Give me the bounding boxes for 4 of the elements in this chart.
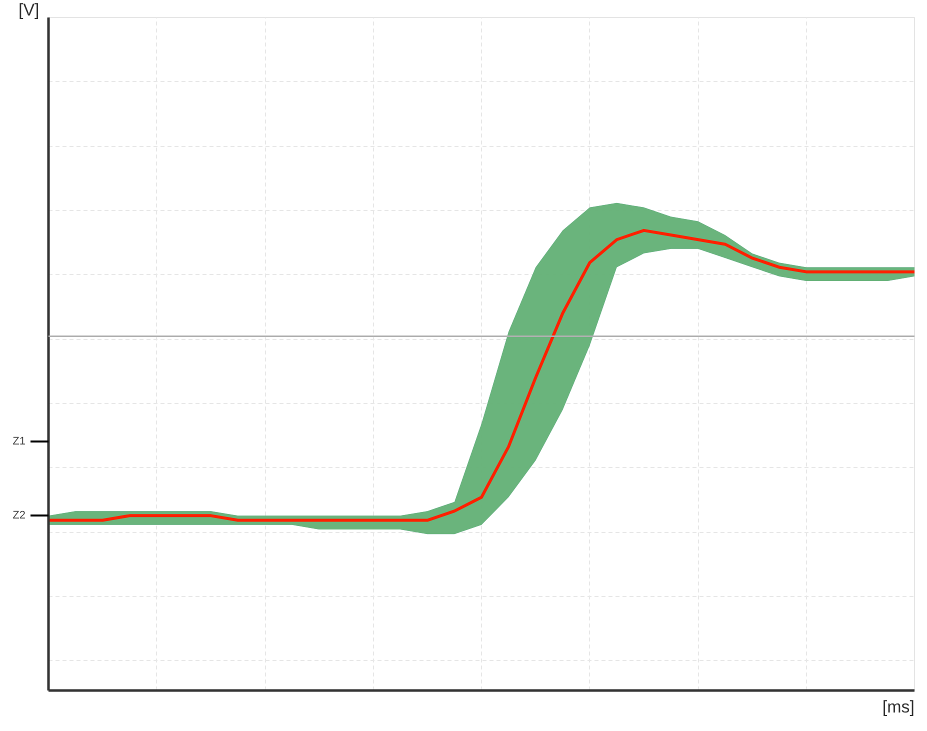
x-axis-title: [ms] [882, 698, 914, 716]
text: Z1 [12, 435, 26, 448]
text: Z2 [12, 510, 26, 522]
text: [V] [18, 0, 40, 20]
